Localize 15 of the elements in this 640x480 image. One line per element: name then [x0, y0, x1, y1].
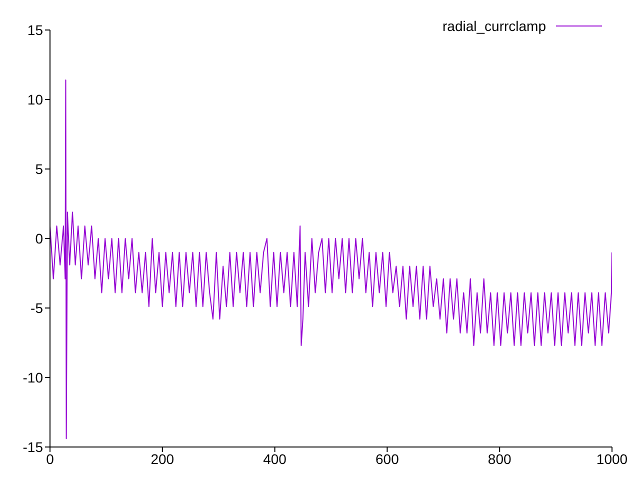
x-tick-label: 800: [488, 450, 512, 467]
y-tick-label: -10: [22, 369, 44, 386]
x-tick-label: 400: [263, 450, 287, 467]
legend-label: radial_currclamp: [442, 18, 546, 34]
x-tick-label: 200: [150, 450, 174, 467]
x-tick-label: 600: [376, 450, 400, 467]
x-tick-label: 0: [46, 450, 54, 467]
y-tick-label: 15: [27, 22, 44, 38]
y-tick-label: -15: [22, 438, 44, 455]
y-tick-label: 0: [35, 230, 44, 246]
y-tick-label: -5: [30, 300, 44, 316]
y-tick-label: 5: [35, 160, 44, 177]
x-tick-label: 1000: [596, 450, 628, 467]
y-tick-label: 10: [27, 91, 44, 108]
line-series: [50, 80, 612, 440]
